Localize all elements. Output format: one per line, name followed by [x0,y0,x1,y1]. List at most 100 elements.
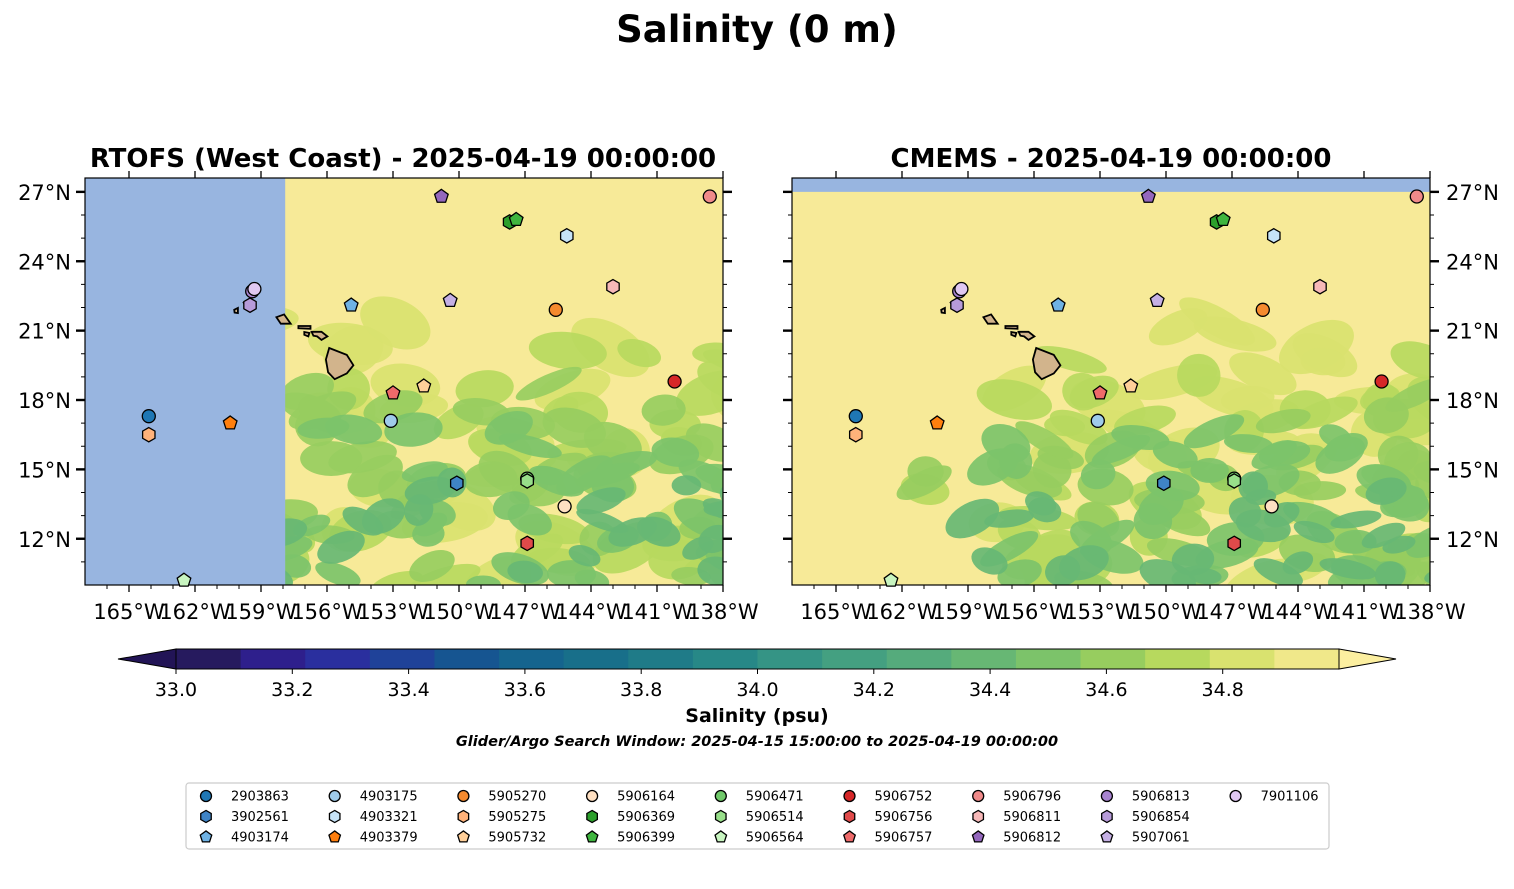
salinity-contour-patch [484,411,533,445]
salinity-contour-patch [1324,432,1368,462]
float-marker-5905270 [548,302,563,317]
island-landmass [1017,330,1036,341]
salinity-contour-patch [945,498,1000,539]
salinity-contour-patch [528,331,607,370]
legend-label: 5906752 [875,790,933,805]
salinity-contour-patch [1139,559,1196,585]
float-marker-5906756 [1227,535,1242,552]
salinity-contour-patch [1223,434,1273,454]
map-panel-rtofs: RTOFS (West Coast) - 2025-04-19 00:00:00… [18,144,797,624]
colorbar-segment [951,649,1017,669]
colorbar-tick-label: 33.6 [504,679,546,701]
island-landmass [1010,330,1018,338]
salinity-contour-patch [676,370,723,416]
salinity-contour-patch [1059,545,1109,581]
legend-label: 5907061 [1132,831,1190,846]
legend-label: 4903174 [231,831,289,846]
salinity-contour-patch [1028,497,1062,523]
map-frame [84,177,724,586]
float-marker-5905275 [141,426,156,443]
y-tick-label: 27°N [18,181,71,205]
no-data-region [85,178,286,585]
colorbar-segment [628,649,694,669]
salinity-contour-patch [1177,353,1221,397]
colorbar-segment [692,649,759,669]
x-tick-label: 147°W [489,600,561,624]
legend-marker-5906164 [585,789,599,803]
salinity-contour-patch [1382,535,1416,554]
salinity-contour-patch [576,487,626,515]
island-landmass [275,313,293,325]
salinity-contour-patch [407,563,481,585]
salinity-contour-patch [1044,415,1086,437]
legend-label: 5906399 [617,831,675,846]
float-marker-3902561 [449,475,464,492]
x-tick-label: 147°W [1196,600,1268,624]
float-marker-4903321 [559,227,574,244]
legend-marker-5906811 [972,809,985,824]
salinity-contour-patch [745,550,779,590]
float-marker-5906757 [385,385,401,400]
float-marker-5906812 [433,188,449,203]
float-marker-3902561 [1156,475,1171,492]
legend-marker-4903175 [328,789,341,803]
legend-label: 5906813 [1132,790,1190,805]
island-landmass [1004,325,1019,330]
colorbar-segment [563,649,629,669]
salinity-contour-patch [1034,345,1107,374]
x-tick-label: 165°W [93,600,165,624]
colorbar-tick-label: 34.4 [969,679,1011,701]
float-marker-5906564 [176,572,192,587]
salinity-contour-patch [342,506,384,536]
salinity-field [85,178,797,590]
salinity-contour-patch [1282,551,1314,575]
legend-marker-4903174 [199,830,213,843]
legend-marker-5906854 [1101,809,1113,824]
salinity-contour-patch [1080,459,1116,490]
salinity-contour-patch [1133,503,1173,540]
salinity-contour-patch [682,536,714,560]
x-tick-label: 162°W [159,600,231,624]
legend-marker-5906752 [843,789,856,803]
legend-marker-5907061 [1100,830,1114,843]
colorbar-tick-label: 34.8 [1202,679,1244,701]
salinity-contour-patch [1330,510,1382,529]
salinity-contour-patch [300,441,363,476]
island-landmass [982,313,1000,325]
colorbar-segment [757,649,823,669]
float-marker-5906757 [1092,385,1108,400]
salinity-contour-patch [1228,497,1262,528]
x-tick-label: 150°W [423,600,495,624]
float-marker-5907061 [442,292,458,307]
x-tick-label: 165°W [800,600,872,624]
colorbar-extend-high [1338,648,1397,670]
salinity-contour-patch [370,571,424,585]
colorbar-segment [1015,649,1082,669]
salinity-contour-patch [971,547,1008,575]
figure-title: Salinity (0 m) [616,8,898,51]
x-tick-label: 153°W [357,600,429,624]
legend-marker-5906812 [971,830,985,843]
legend-label: 5906369 [617,810,675,825]
legend-label: 5906757 [875,831,933,846]
legend-marker-5906514 [714,809,727,824]
salinity-contour-patch [729,351,797,413]
float-marker-5906796 [702,189,717,204]
x-tick-label: 159°W [225,600,297,624]
legend-marker-5905732 [456,830,470,843]
island-landmass [303,330,311,338]
legend-marker-3902561 [200,809,212,824]
salinity-contour-patch [1015,421,1074,459]
salinity-contour-patch [1152,440,1198,469]
x-tick-label: 156°W [291,600,363,624]
legend: 2903863 3902561 4903174 4903175 4903321 49033… [185,782,1330,850]
float-marker-5906796 [1409,189,1424,204]
legend-label: 2903863 [231,790,289,805]
float-marker-5906752 [667,374,682,389]
no-data-region [792,178,1430,192]
salinity-contour-patch [1300,347,1346,376]
legend-label: 5906796 [1003,790,1061,805]
salinity-contour-patch [463,461,518,498]
legend-label: 5906854 [1132,810,1190,825]
colorbar-label: Salinity (psu) [685,705,828,727]
